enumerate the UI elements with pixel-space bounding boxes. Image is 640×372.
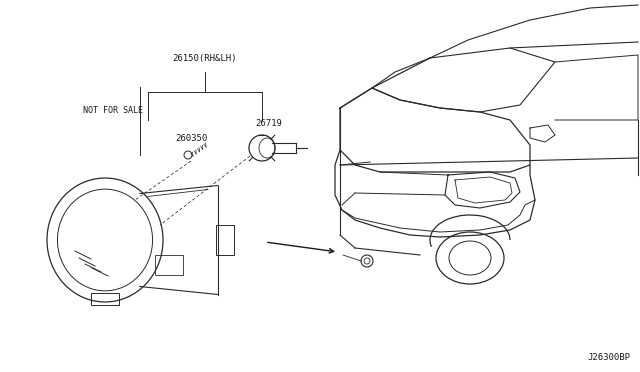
Text: 260350: 260350: [175, 134, 207, 143]
Bar: [91, 293, 119, 305]
Text: NOT FOR SALE: NOT FOR SALE: [83, 106, 143, 115]
Text: 26719: 26719: [255, 119, 282, 128]
Text: 26150(RH&LH): 26150(RH&LH): [173, 54, 237, 63]
Bar: [155, 255, 183, 275]
Bar: [216, 225, 234, 255]
Text: J26300BP: J26300BP: [587, 353, 630, 362]
